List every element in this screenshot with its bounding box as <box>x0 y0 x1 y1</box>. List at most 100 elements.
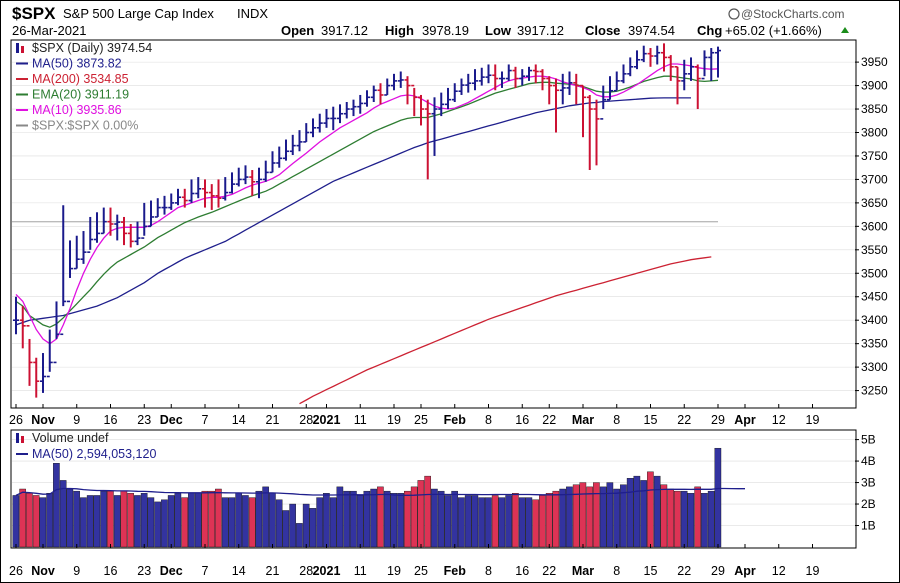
volume-bar <box>242 495 249 548</box>
legend-entry: MA(10) 3935.86 <box>32 103 122 117</box>
date-tick-label: 8 <box>613 413 620 427</box>
ohlc-bar <box>458 78 465 95</box>
volume-tick-label: 4B <box>861 454 876 468</box>
legend-entry: $SPX:$SPX 0.00% <box>32 119 138 133</box>
volume-bar <box>566 486 573 548</box>
price-tick-label: 3900 <box>861 79 888 93</box>
ohlc-bar <box>154 198 161 218</box>
price-tick-label: 3500 <box>861 266 888 280</box>
exchange-label: INDX <box>237 6 268 21</box>
symbol-title: $SPX <box>12 4 56 23</box>
volume-bar <box>323 493 330 548</box>
ohlc-bar <box>391 73 397 91</box>
ohlc-bar <box>40 353 46 393</box>
ohlc-bar <box>357 94 364 114</box>
volume-bar <box>701 493 708 548</box>
ohlc-bar <box>607 76 613 101</box>
index-name: S&P 500 Large Cap Index <box>63 6 214 21</box>
ohlc-bar <box>215 179 222 208</box>
ohlc-bar <box>67 240 73 303</box>
ohlc-bar <box>161 195 168 215</box>
volume-bar <box>255 490 263 548</box>
ohlc-bar <box>600 85 607 120</box>
ohlc-bar <box>202 179 208 208</box>
volume-bar <box>606 482 614 548</box>
ohlc-bar <box>613 71 620 92</box>
ohlc-bar <box>46 329 53 378</box>
volume-bar <box>680 490 688 548</box>
volume-bar <box>397 493 404 548</box>
volume-bar <box>127 493 134 548</box>
volume-bar <box>32 495 40 548</box>
volume-ma50-line <box>15 487 745 496</box>
ohlc-bar <box>53 301 60 364</box>
volume-bar <box>539 495 546 548</box>
volume-bar <box>46 493 53 548</box>
volume-tick-label: 5B <box>861 433 876 447</box>
ohlc-bar <box>303 123 310 143</box>
ohlc-bar <box>715 46 721 78</box>
ohlc-bar <box>188 179 195 203</box>
chart-date: 26-Mar-2021 <box>12 23 86 38</box>
date-tick-label: 9 <box>73 413 80 427</box>
ohlc-bar <box>478 67 485 86</box>
date-tick-label: 25 <box>414 413 428 427</box>
legend-entry: MA(50) 3873.82 <box>32 57 122 71</box>
volume-bar <box>633 475 641 548</box>
ohlc-bar <box>661 43 667 72</box>
volume-bar <box>73 490 80 548</box>
date-tick-label: 7 <box>202 413 209 427</box>
change-value: +65.02 (+1.66%) <box>725 23 822 38</box>
price-tick-label: 3250 <box>861 384 888 398</box>
volume-bar <box>410 486 418 548</box>
price-tick-label: 3800 <box>861 126 888 140</box>
ohlc-bar <box>242 165 249 185</box>
date-tick-label: 22 <box>542 413 556 427</box>
date-tick-label: Nov <box>31 413 55 427</box>
volume-bar <box>262 486 269 548</box>
watermark-text: @StockCharts.com <box>741 7 845 21</box>
ohlc-bar <box>573 73 580 105</box>
ohlc-bar <box>249 170 256 196</box>
ohlc-readout: Open 3917.12 High 3978.19 Low 3917.12 Cl… <box>281 23 849 38</box>
ohlc-bar <box>19 306 26 349</box>
volume-bar <box>444 495 452 548</box>
volume-bar <box>275 499 283 548</box>
volume-bar <box>647 471 654 548</box>
legend-entry: Volume undef <box>32 431 109 445</box>
up-arrow-icon <box>841 27 849 33</box>
volume-bar <box>59 480 67 548</box>
volume-bar <box>498 497 506 548</box>
volume-bar <box>431 488 438 548</box>
date-tick-label: 25 <box>414 564 428 578</box>
ohlc-bar <box>222 177 229 201</box>
volume-tick-label: 3B <box>861 476 876 490</box>
volume-bar <box>26 493 33 548</box>
ohlc-bar <box>465 73 472 93</box>
legend-entry: MA(50) 2,594,053,120 <box>32 447 156 461</box>
open-value: 3917.12 <box>321 23 368 38</box>
date-tick-label: 15 <box>644 413 658 427</box>
price-tick-label: 3300 <box>861 360 888 374</box>
date-tick-label: Feb <box>444 564 467 578</box>
volume-bar <box>343 490 350 548</box>
volume-bar <box>181 497 188 548</box>
ma10-line <box>15 63 719 345</box>
ohlc-bar <box>559 73 566 105</box>
volume-bar <box>458 497 465 548</box>
ohlc-bar <box>73 235 80 270</box>
ohlc-bar <box>364 90 370 107</box>
legend-bar-swatch <box>21 46 24 53</box>
volume-tick-label: 2B <box>861 497 876 511</box>
legend-bar-swatch <box>16 433 19 443</box>
ohlc-bar <box>343 102 350 119</box>
ohlc-bar <box>100 207 107 235</box>
ohlc-bar <box>701 50 708 80</box>
ohlc-bar <box>350 99 357 117</box>
volume-bar <box>302 503 310 548</box>
date-tick-label: 22 <box>677 564 691 578</box>
low-value: 3917.12 <box>517 23 564 38</box>
date-tick-label: 12 <box>772 564 786 578</box>
date-axis-volume: 26 Nov 9 16 23 Dec 7 14 21 28 2021 11 19 25 Feb 8 16 22 Ma… <box>9 544 819 578</box>
volume-bar <box>215 488 222 548</box>
